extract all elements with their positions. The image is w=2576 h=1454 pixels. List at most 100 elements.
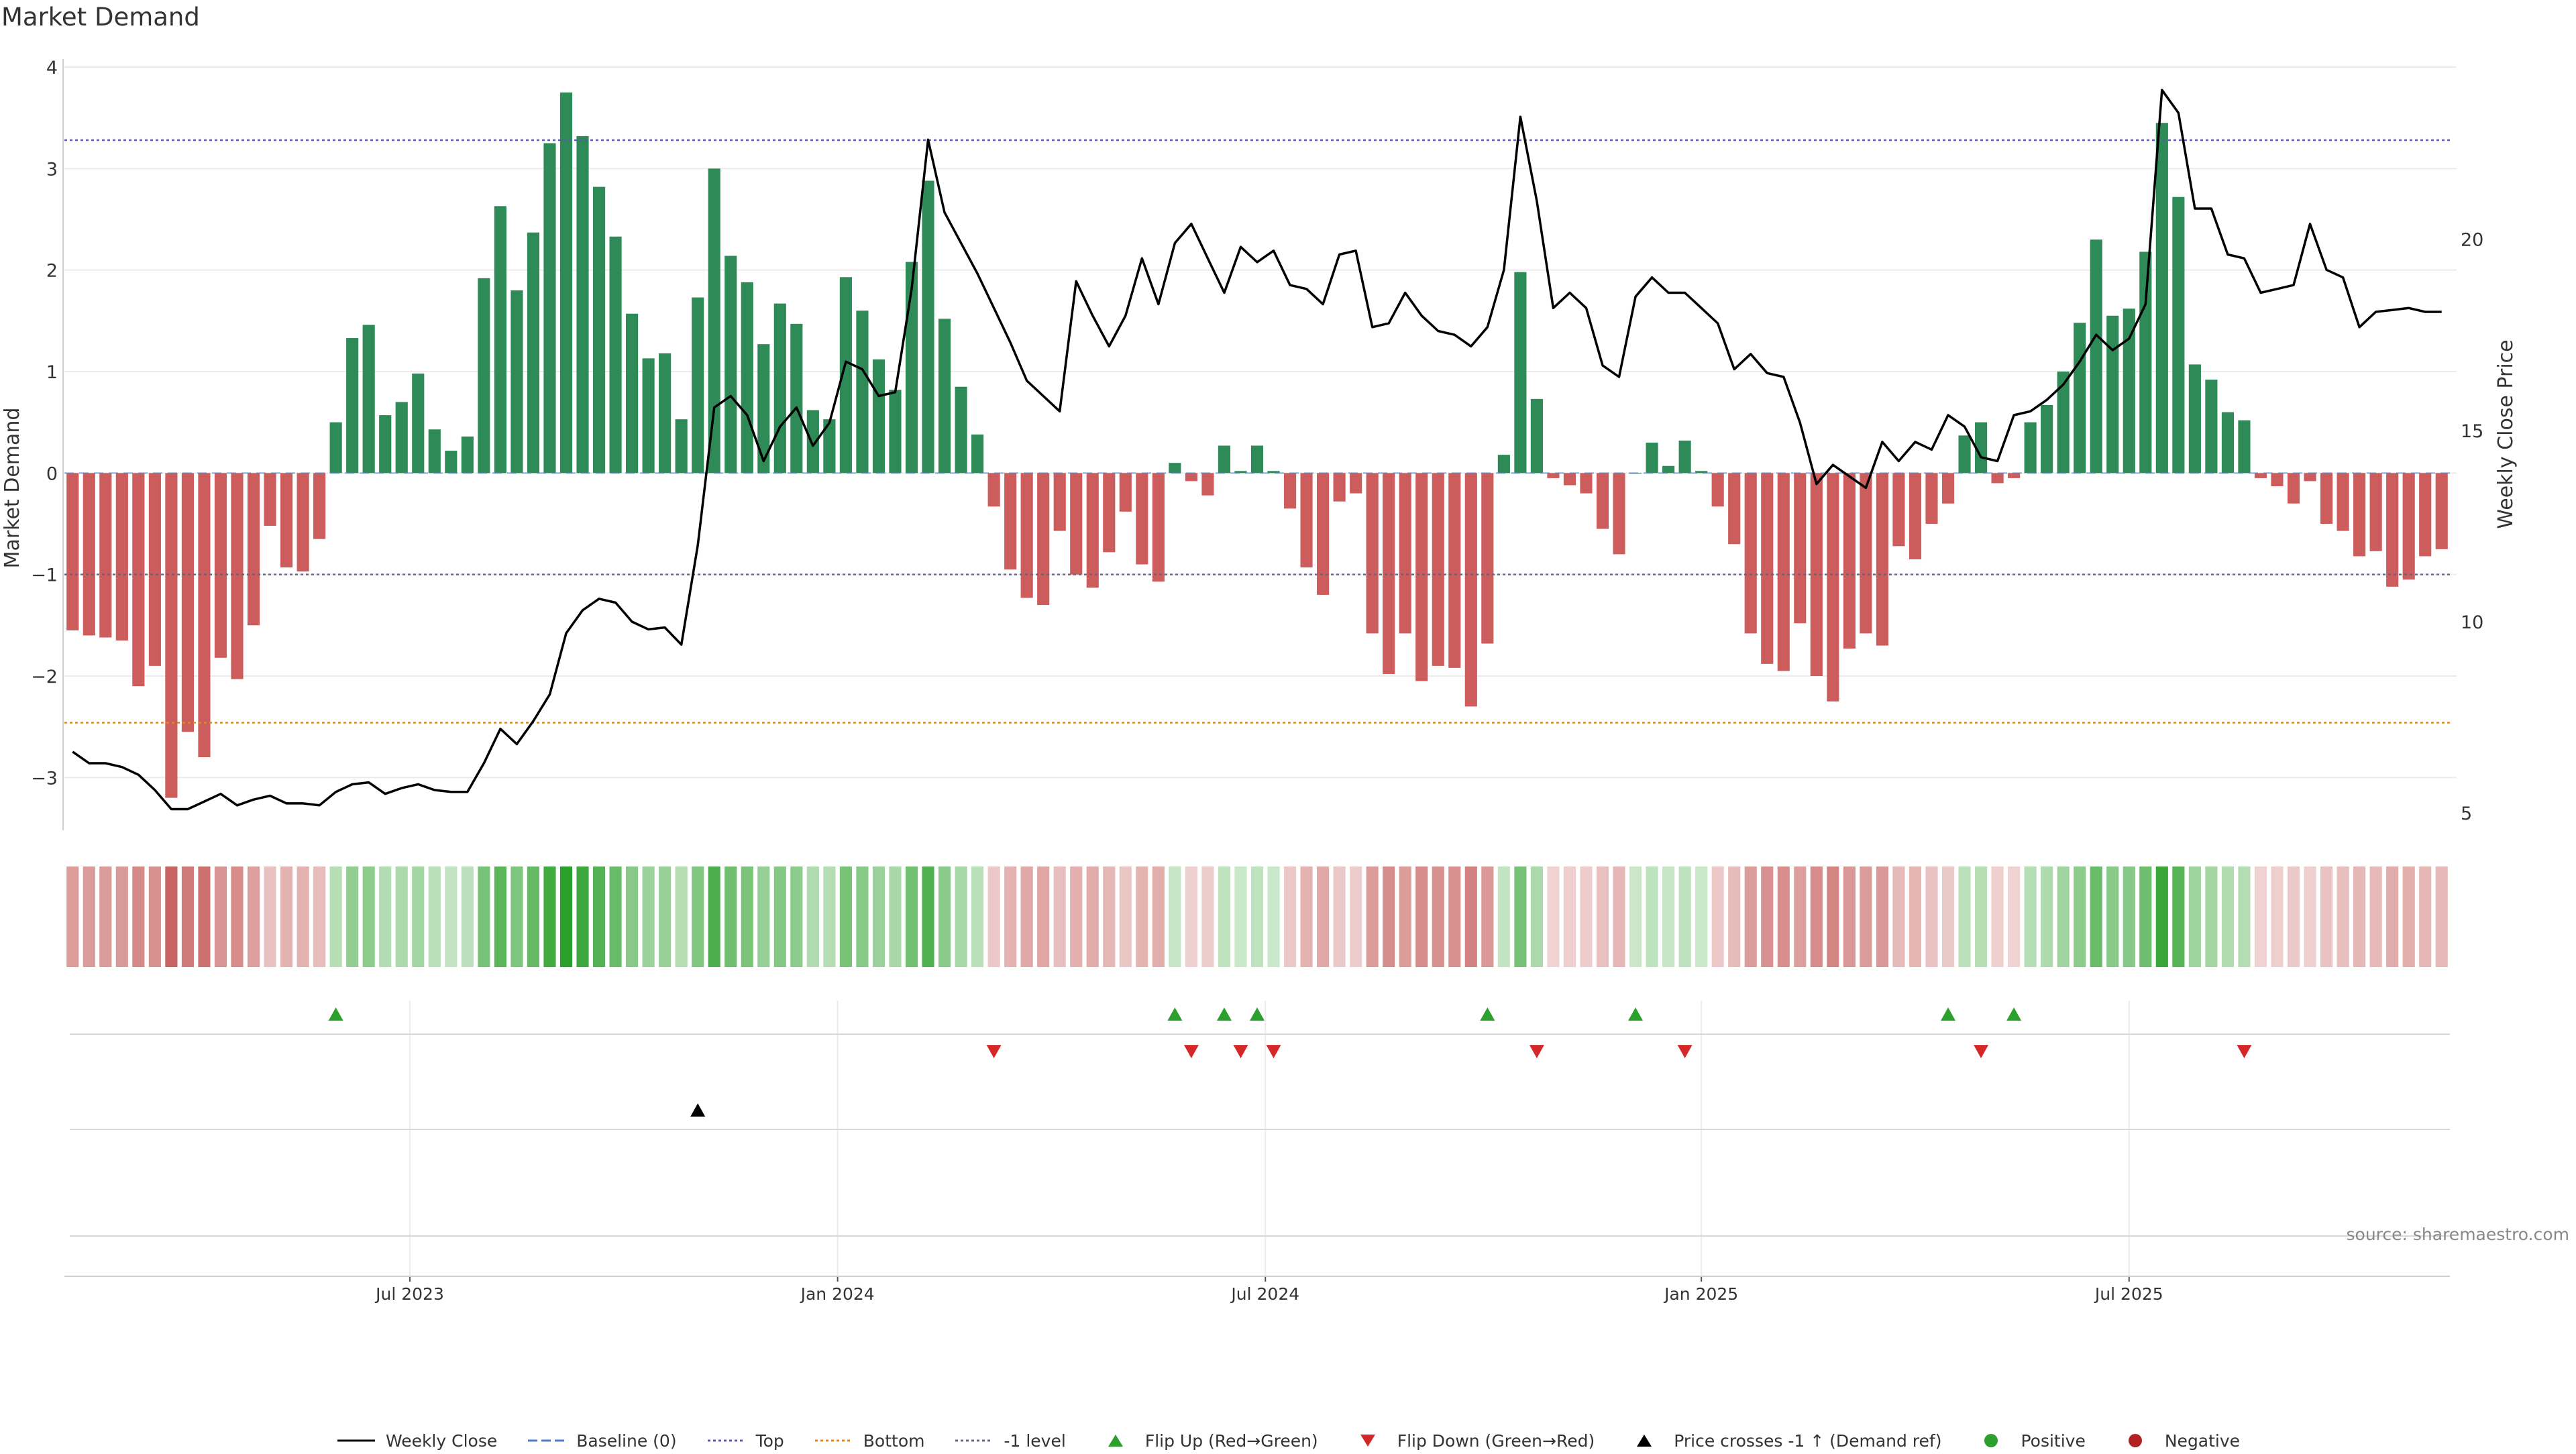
demand-strip-cell	[708, 866, 720, 967]
demand-bar	[2386, 473, 2399, 587]
demand-bar	[1366, 473, 1379, 634]
legend-label: Bottom	[863, 1431, 925, 1451]
demand-bar	[2221, 412, 2234, 473]
demand-bar	[576, 135, 589, 473]
demand-strip-cell	[379, 866, 392, 967]
demand-bar	[1925, 473, 1938, 524]
demand-strip-cell	[346, 866, 359, 967]
demand-strip-cell	[1283, 866, 1297, 967]
legend: Weekly Close Baseline (0) Top Bottom -1 leve…	[0, 1427, 2576, 1454]
demand-bar	[2057, 372, 2070, 473]
demand-strip-cell	[428, 866, 441, 967]
demand-bar	[379, 415, 392, 473]
demand-strip-cell	[955, 866, 967, 967]
demand-strip-cell	[592, 866, 606, 967]
demand-bar	[99, 473, 112, 638]
demand-bar	[1497, 455, 1510, 473]
demand-strip-cell	[1646, 866, 1658, 967]
demand-strip-cell	[1860, 866, 1872, 967]
demand-strip-cell	[511, 866, 523, 967]
demand-strip-cell	[115, 866, 128, 967]
demand-strip-cell	[2271, 866, 2284, 967]
demand-bar	[1432, 473, 1444, 666]
y-tick-label: 1	[46, 362, 58, 383]
demand-bar	[1234, 471, 1247, 473]
demand-bar	[478, 278, 490, 473]
demand-strip-cell	[1497, 866, 1510, 967]
demand-bar	[592, 186, 606, 473]
demand-strip-cell	[741, 866, 753, 967]
demand-strip-cell	[1136, 866, 1148, 967]
demand-strip-cell	[872, 866, 885, 967]
x-tick-label: Jan 2024	[800, 1284, 875, 1304]
demand-strip-cell	[675, 866, 688, 967]
demand-bar	[708, 168, 720, 473]
demand-bar	[2353, 473, 2366, 557]
demand-strip-cell	[478, 866, 490, 967]
demand-bar	[1201, 473, 1214, 496]
demand-strip-cell	[2254, 866, 2267, 967]
demand-bar	[1860, 473, 1872, 634]
demand-bar	[2435, 473, 2448, 549]
demand-strip-cell	[2435, 866, 2448, 967]
demand-bar	[1086, 473, 1099, 588]
source-label: source: sharemaestro.com	[2346, 1225, 2570, 1244]
demand-strip-cell	[642, 866, 655, 967]
demand-bar	[148, 473, 161, 666]
demand-bar	[2304, 473, 2316, 482]
demand-bar	[165, 473, 178, 798]
demand-bar	[2287, 473, 2300, 504]
x-tick-label: Jul 2023	[374, 1284, 444, 1304]
legend-label: Flip Down (Green→Red)	[1397, 1431, 1595, 1451]
demand-strip-cell	[148, 866, 161, 967]
demand-strip-cell	[231, 866, 244, 967]
demand-bar	[83, 473, 95, 636]
demand-strip-cell	[297, 866, 309, 967]
demand-bar	[856, 311, 869, 473]
legend-swatch	[2128, 1434, 2142, 1447]
flip-up-marker	[1250, 1007, 1265, 1021]
demand-strip-cell	[362, 866, 375, 967]
demand-bar	[2254, 473, 2267, 478]
demand-bar	[1514, 272, 1527, 473]
demand-strip-cell	[1580, 866, 1593, 967]
demand-bar	[1646, 442, 1658, 473]
demand-bar	[2123, 309, 2135, 473]
legend-label: Top	[755, 1431, 784, 1451]
legend-label: Negative	[2164, 1431, 2241, 1451]
demand-bar	[329, 422, 342, 473]
demand-strip-cell	[839, 866, 852, 967]
demand-bar	[214, 473, 227, 658]
demand-bar	[1678, 440, 1691, 473]
demand-strip-cell	[2287, 866, 2300, 967]
demand-strip-cell	[247, 866, 260, 967]
demand-bar	[2008, 473, 2021, 478]
demand-strip-cell	[2106, 866, 2119, 967]
demand-strip-cell	[99, 866, 112, 967]
demand-strip-cell	[1103, 866, 1116, 967]
weekly-close-line	[72, 89, 2442, 811]
demand-strip-cell	[806, 866, 819, 967]
demand-strip-cell	[1020, 866, 1033, 967]
demand-strip-cell	[905, 866, 918, 967]
demand-bar	[1399, 473, 1411, 634]
demand-strip-cell	[1563, 866, 1576, 967]
legend-swatch	[955, 1439, 994, 1442]
demand-strip-cell	[461, 866, 474, 967]
demand-bar	[231, 473, 244, 679]
demand-strip-cell	[1596, 866, 1609, 967]
demand-strip-cell	[889, 866, 902, 967]
demand-strip-cell	[1119, 866, 1132, 967]
demand-bar	[1991, 473, 2004, 484]
demand-bar	[1761, 473, 1774, 664]
flip-up-marker	[1628, 1007, 1644, 1021]
demand-strip-cell	[1448, 866, 1461, 967]
demand-strip-cell	[494, 866, 506, 967]
demand-strip-cell	[214, 866, 227, 967]
demand-strip-cell	[280, 866, 293, 967]
y2-tick-label: 5	[2461, 803, 2472, 824]
x-tick-label: Jul 2025	[2094, 1284, 2163, 1304]
demand-strip-cell	[1169, 866, 1181, 967]
demand-bar	[362, 325, 375, 473]
